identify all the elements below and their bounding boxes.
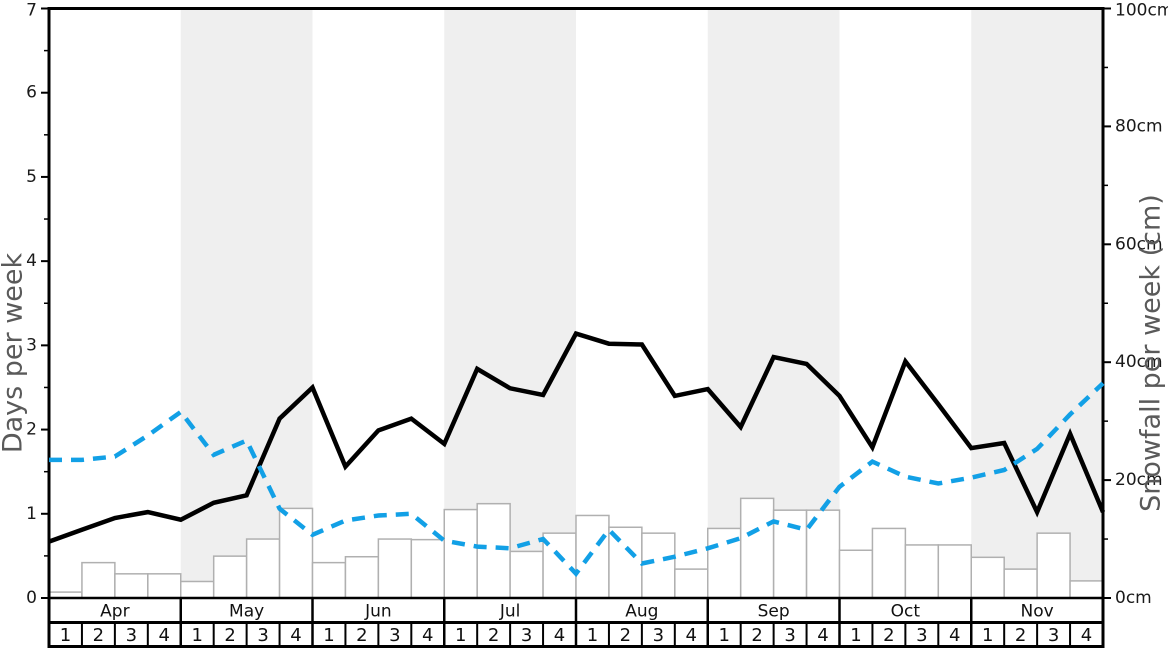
week-label: 4 bbox=[554, 625, 565, 646]
left-tick-label: 4 bbox=[26, 251, 37, 271]
snowfall-bar bbox=[245, 538, 281, 599]
week-label: 1 bbox=[191, 625, 202, 646]
snowfall-bar bbox=[476, 502, 511, 599]
week-label: 2 bbox=[620, 625, 631, 646]
month-band-nov bbox=[971, 10, 1103, 598]
left-tick-label: 1 bbox=[26, 504, 37, 524]
week-label: 1 bbox=[455, 625, 466, 646]
days-per-week-dashed-line bbox=[49, 381, 1105, 578]
week-label: 2 bbox=[883, 625, 894, 646]
week-label: 1 bbox=[850, 625, 861, 646]
snowfall-bar bbox=[377, 538, 413, 599]
month-label-nov: Nov bbox=[1021, 601, 1054, 621]
month-band-jul bbox=[444, 10, 576, 598]
snowfall-bar bbox=[509, 550, 544, 599]
month-label-may: May bbox=[229, 601, 264, 621]
week-label: 4 bbox=[422, 625, 433, 646]
left-tick-label: 7 bbox=[26, 1, 37, 21]
week-label: 4 bbox=[159, 625, 170, 646]
week-label: 1 bbox=[587, 625, 598, 646]
snowfall-bar bbox=[81, 561, 116, 599]
snowfall-bar bbox=[608, 526, 643, 599]
right-tick-label: 80cm bbox=[1115, 116, 1163, 136]
snowfall-bar bbox=[344, 555, 380, 599]
week-label: 1 bbox=[982, 625, 993, 646]
right-tick-label: 0cm bbox=[1115, 588, 1152, 608]
snowfall-bar bbox=[114, 573, 149, 599]
left-tick-label: 5 bbox=[26, 167, 37, 187]
week-label: 3 bbox=[1048, 625, 1059, 646]
right-tick-label: 40cm bbox=[1115, 352, 1163, 372]
week-label: 4 bbox=[686, 625, 697, 646]
left-tick-label: 2 bbox=[26, 420, 37, 440]
week-label: 4 bbox=[290, 625, 301, 646]
week-label: 3 bbox=[257, 625, 268, 646]
snowfall-bar bbox=[1003, 568, 1038, 599]
week-label: 3 bbox=[521, 625, 532, 646]
snowfall-bar bbox=[838, 549, 874, 599]
month-label-sep: Sep bbox=[758, 601, 790, 621]
month-band-may bbox=[180, 10, 313, 598]
month-label-jul: Jul bbox=[499, 601, 521, 621]
snowfall-bar bbox=[674, 568, 709, 599]
week-label: 3 bbox=[916, 625, 927, 646]
week-label: 3 bbox=[784, 625, 795, 646]
right-tick-label: 20cm bbox=[1115, 470, 1163, 490]
snowfall-bar bbox=[970, 556, 1005, 599]
snowfall-bar bbox=[212, 555, 248, 599]
days-per-week-solid-line bbox=[48, 330, 1106, 544]
snowfall-bar bbox=[1036, 532, 1071, 599]
right-tick-label: 100cm bbox=[1115, 1, 1168, 21]
week-label: 2 bbox=[224, 625, 235, 646]
snowfall-bar bbox=[1069, 580, 1104, 599]
week-label: 1 bbox=[60, 625, 71, 646]
week-label: 2 bbox=[356, 625, 367, 646]
snowfall-bar bbox=[147, 573, 182, 599]
week-label: 3 bbox=[126, 625, 137, 646]
snowfall-bar bbox=[410, 538, 445, 599]
week-label: 1 bbox=[323, 625, 334, 646]
week-label: 4 bbox=[817, 625, 828, 646]
month-label-jun: Jun bbox=[364, 601, 392, 621]
week-label: 2 bbox=[1015, 625, 1026, 646]
snowfall-bar bbox=[871, 527, 907, 599]
week-label: 4 bbox=[949, 625, 960, 646]
week-label: 2 bbox=[488, 625, 499, 646]
left-tick-label: 3 bbox=[26, 335, 37, 355]
right-tick-label: 60cm bbox=[1115, 234, 1163, 254]
week-label: 4 bbox=[1081, 625, 1092, 646]
week-label: 1 bbox=[718, 625, 729, 646]
snowfall-bar bbox=[311, 561, 347, 599]
week-label: 2 bbox=[751, 625, 762, 646]
snowfall-bar bbox=[180, 580, 215, 599]
left-tick-label: 0 bbox=[26, 588, 37, 608]
snowfall-bar bbox=[575, 514, 610, 599]
week-label: 3 bbox=[653, 625, 664, 646]
snowfall-bar bbox=[443, 508, 478, 599]
month-label-apr: Apr bbox=[100, 601, 129, 621]
snowfall-bar bbox=[904, 544, 940, 599]
week-label: 2 bbox=[93, 625, 104, 646]
month-label-oct: Oct bbox=[891, 601, 921, 621]
left-tick-label: 6 bbox=[26, 83, 37, 103]
month-label-aug: Aug bbox=[625, 601, 658, 621]
snowfall-bar bbox=[937, 544, 972, 599]
snowfall-bar bbox=[641, 532, 676, 599]
snowfall-bar bbox=[739, 497, 775, 599]
week-label: 3 bbox=[389, 625, 400, 646]
